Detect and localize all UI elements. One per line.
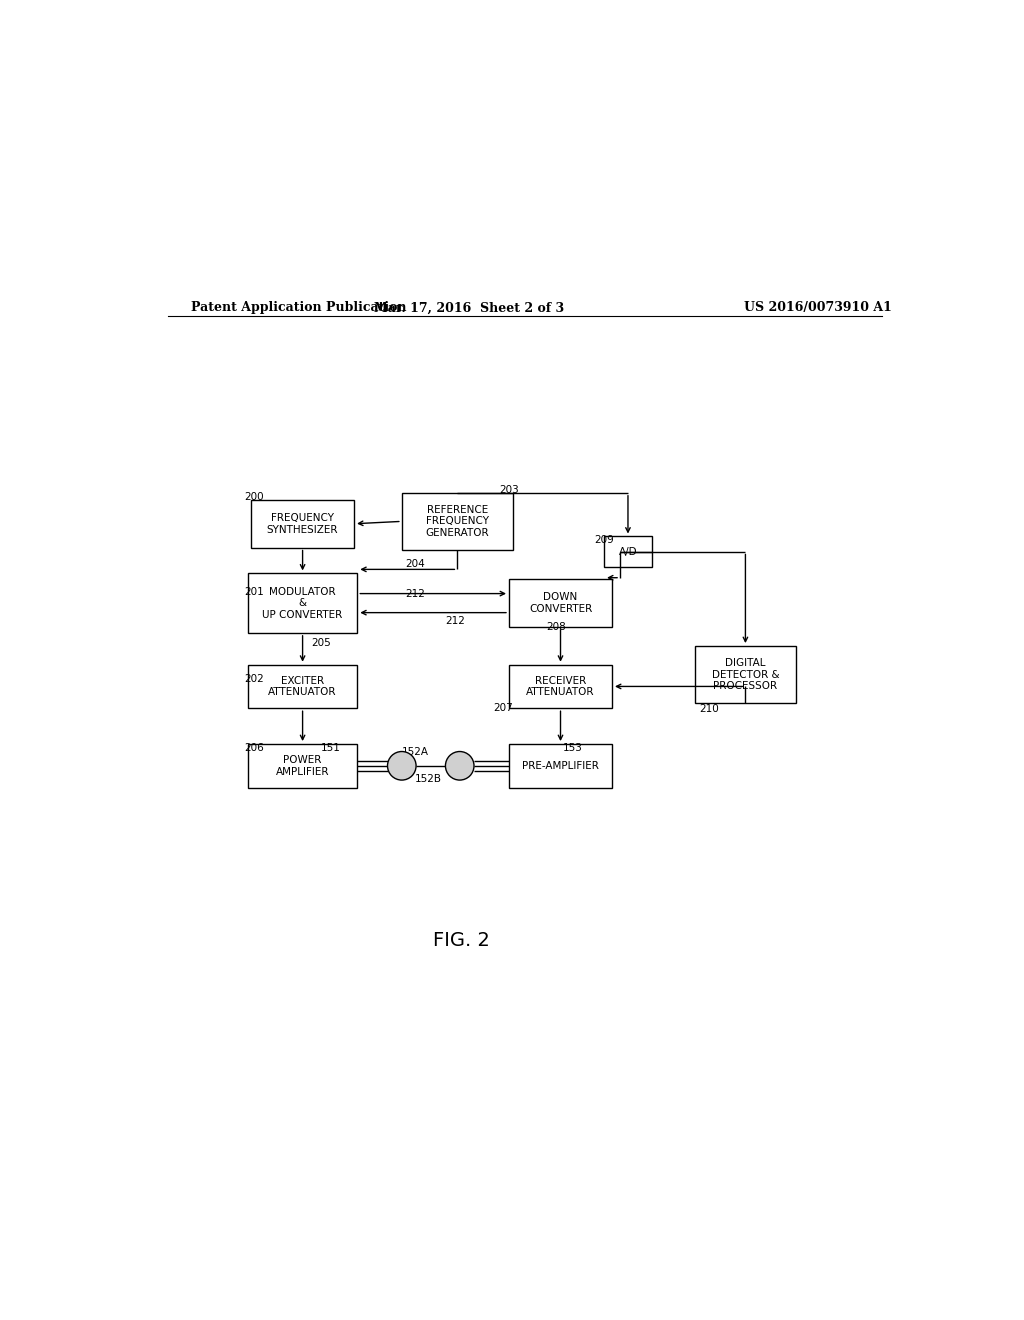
Text: 201: 201 bbox=[245, 587, 264, 597]
Text: 200: 200 bbox=[245, 492, 264, 502]
Bar bbox=[248, 744, 357, 788]
Text: 204: 204 bbox=[404, 560, 425, 569]
Bar bbox=[509, 744, 612, 788]
Text: 152B: 152B bbox=[416, 775, 442, 784]
Text: Patent Application Publication: Patent Application Publication bbox=[191, 301, 407, 314]
Text: Mar. 17, 2016  Sheet 2 of 3: Mar. 17, 2016 Sheet 2 of 3 bbox=[374, 301, 564, 314]
Text: 202: 202 bbox=[245, 675, 264, 684]
Text: 153: 153 bbox=[563, 743, 583, 752]
Text: 212: 212 bbox=[404, 589, 425, 598]
Text: FREQUENCY
SYNTHESIZER: FREQUENCY SYNTHESIZER bbox=[267, 513, 338, 535]
Circle shape bbox=[387, 751, 416, 780]
Bar bbox=[694, 645, 797, 704]
Bar bbox=[251, 500, 354, 548]
Text: A/D: A/D bbox=[618, 546, 637, 557]
Text: US 2016/0073910 A1: US 2016/0073910 A1 bbox=[744, 301, 892, 314]
Text: 207: 207 bbox=[494, 702, 513, 713]
Bar bbox=[509, 664, 612, 709]
Text: REFERENCE
FREQUENCY
GENERATOR: REFERENCE FREQUENCY GENERATOR bbox=[426, 504, 489, 539]
Text: 203: 203 bbox=[500, 486, 519, 495]
Text: POWER
AMPLIFIER: POWER AMPLIFIER bbox=[275, 755, 330, 776]
Bar bbox=[248, 573, 357, 632]
Text: FIG. 2: FIG. 2 bbox=[433, 931, 489, 950]
Text: 210: 210 bbox=[699, 704, 719, 714]
Text: 209: 209 bbox=[594, 535, 613, 545]
Text: PRE-AMPLIFIER: PRE-AMPLIFIER bbox=[522, 760, 599, 771]
Text: EXCITER
ATTENUATOR: EXCITER ATTENUATOR bbox=[268, 676, 337, 697]
Circle shape bbox=[445, 751, 474, 780]
Text: DOWN
CONVERTER: DOWN CONVERTER bbox=[528, 593, 592, 614]
Text: 152A: 152A bbox=[401, 747, 429, 756]
Text: 206: 206 bbox=[245, 743, 264, 752]
Bar bbox=[604, 536, 651, 566]
Text: 208: 208 bbox=[546, 622, 566, 632]
Bar bbox=[248, 664, 357, 709]
Bar bbox=[509, 579, 612, 627]
Text: 151: 151 bbox=[321, 743, 341, 752]
Text: 205: 205 bbox=[311, 638, 331, 648]
Text: RECEIVER
ATTENUATOR: RECEIVER ATTENUATOR bbox=[526, 676, 595, 697]
Text: DIGITAL
DETECTOR &
PROCESSOR: DIGITAL DETECTOR & PROCESSOR bbox=[712, 657, 779, 692]
Bar bbox=[401, 492, 513, 550]
Text: 212: 212 bbox=[445, 615, 465, 626]
Text: MODULATOR
&
UP CONVERTER: MODULATOR & UP CONVERTER bbox=[262, 586, 343, 619]
